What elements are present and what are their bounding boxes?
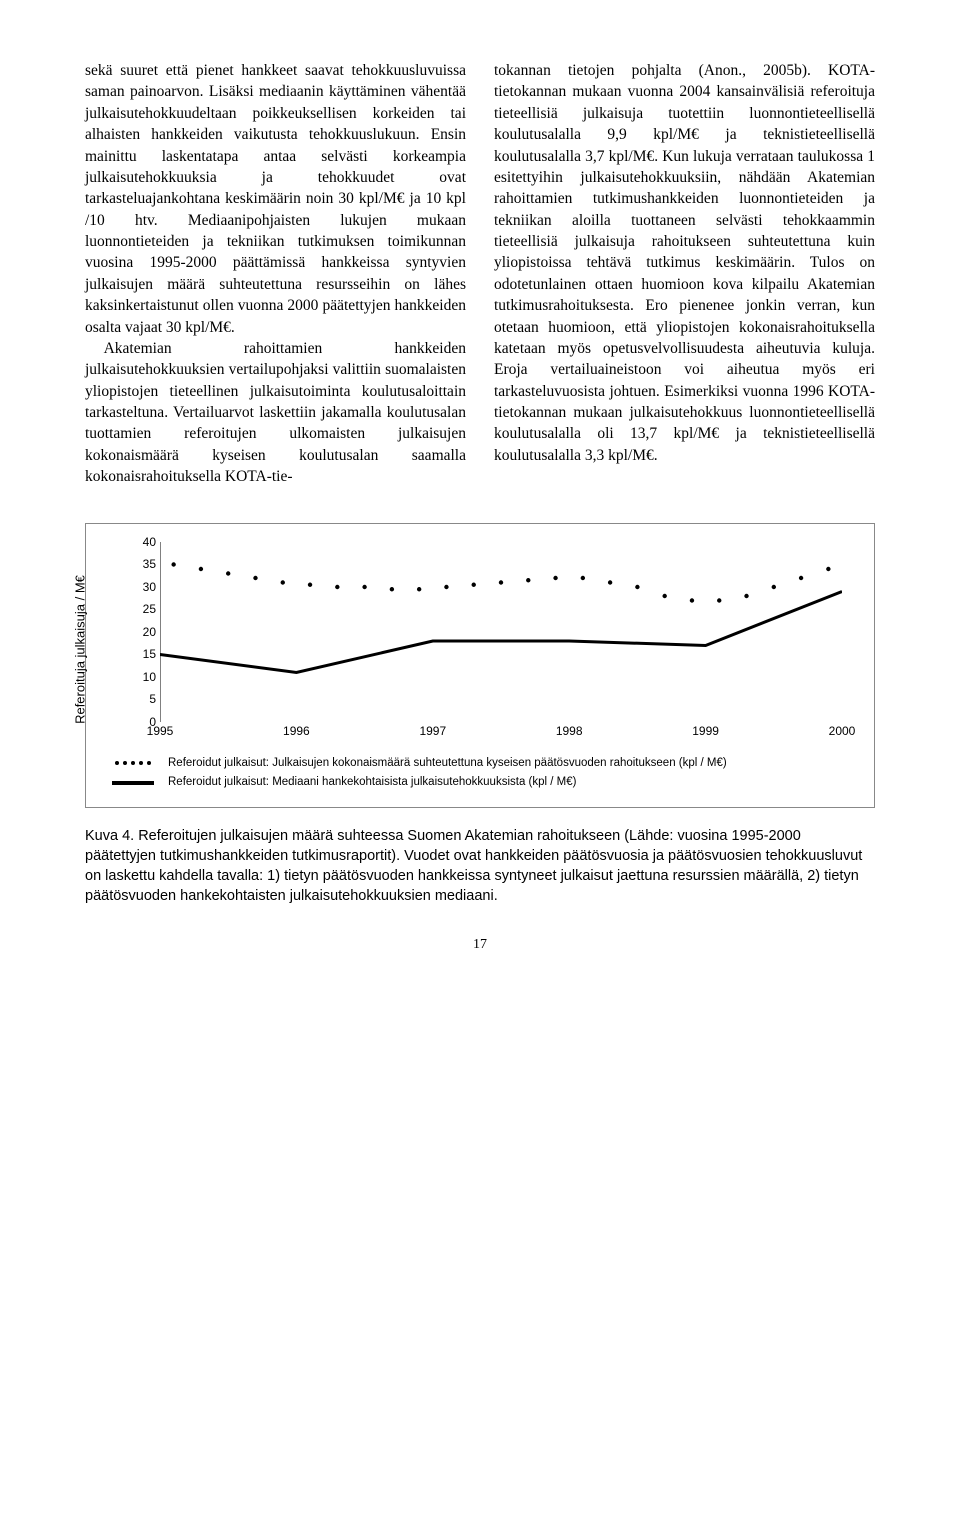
y-tick-label: 20 (130, 625, 156, 639)
legend-item-dotted: Referoidut julkaisut: Julkaisujen kokona… (108, 754, 852, 774)
x-tick-label: 1999 (692, 724, 719, 738)
legend-marker-line (108, 781, 158, 785)
paragraph: tokannan tietojen pohjalta (Anon., 2005b… (494, 60, 875, 466)
legend-label: Referoidut julkaisut: Julkaisujen kokona… (168, 754, 727, 774)
y-tick-label: 30 (130, 580, 156, 594)
y-axis-ticks: 0510152025303540 (130, 542, 156, 722)
chart-svg (160, 542, 842, 722)
y-tick-label: 5 (130, 692, 156, 706)
plot-region (160, 542, 842, 722)
legend-label: Referoidut julkaisut: Mediaani hankekoht… (168, 773, 576, 793)
y-tick-label: 40 (130, 535, 156, 549)
y-tick-label: 15 (130, 647, 156, 661)
legend-marker-dots (108, 761, 158, 765)
column-right: tokannan tietojen pohjalta (Anon., 2005b… (494, 60, 875, 488)
paragraph: Akatemian rahoittamien hankkeiden julkai… (85, 338, 466, 488)
y-axis-label: Referoituja julkaisuja / M€ (73, 575, 88, 724)
x-tick-label: 2000 (829, 724, 856, 738)
x-tick-label: 1996 (283, 724, 310, 738)
chart-container: Referoituja julkaisuja / M€ 051015202530… (85, 523, 875, 808)
chart-plot-area: Referoituja julkaisuja / M€ 051015202530… (118, 542, 852, 742)
chart-legend: Referoidut julkaisut: Julkaisujen kokona… (108, 754, 852, 793)
y-tick-label: 10 (130, 670, 156, 684)
column-left: sekä suuret että pienet hankkeet saavat … (85, 60, 466, 488)
y-tick-label: 25 (130, 602, 156, 616)
x-tick-label: 1995 (147, 724, 174, 738)
text-columns: sekä suuret että pienet hankkeet saavat … (85, 60, 875, 488)
legend-item-solid: Referoidut julkaisut: Mediaani hankekoht… (108, 773, 852, 793)
page-number: 17 (85, 937, 875, 953)
x-tick-label: 1997 (419, 724, 446, 738)
x-tick-label: 1998 (556, 724, 583, 738)
figure-caption: Kuva 4. Referoitujen julkaisujen määrä s… (85, 826, 875, 907)
x-axis-ticks: 199519961997199819992000 (160, 724, 842, 742)
paragraph: sekä suuret että pienet hankkeet saavat … (85, 60, 466, 338)
y-tick-label: 35 (130, 557, 156, 571)
